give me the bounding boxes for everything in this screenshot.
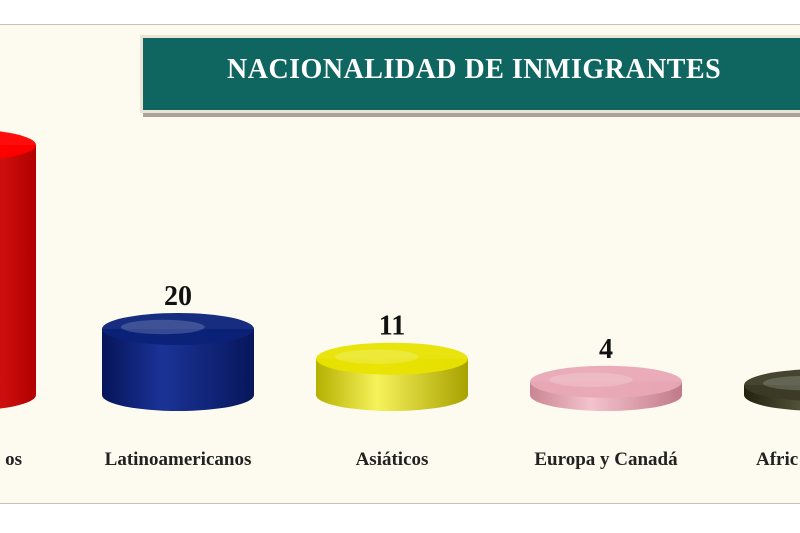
- value-label: 4: [599, 334, 613, 365]
- bar-top: [102, 313, 254, 345]
- bar-europeos: [0, 131, 36, 409]
- bar-top: [0, 131, 36, 159]
- bar-body: [102, 329, 254, 411]
- bar-chart: os 20 Latinoamericanos 11 Asiáticos 4 Europa y…: [0, 131, 800, 470]
- bar-body: [0, 145, 36, 409]
- value-label: 20: [164, 281, 192, 312]
- bar-highlight: [121, 319, 205, 335]
- bar-highlight: [335, 349, 419, 364]
- category-label: Latinoamericanos: [105, 449, 252, 470]
- bar-top: [316, 342, 468, 375]
- category-label: Europa y Canadá: [534, 449, 678, 470]
- bar-africanos: [744, 369, 800, 411]
- value-label: 11: [379, 311, 405, 342]
- bar-europa-y-canad-: [530, 365, 682, 411]
- chart-frame: NACIONALIDAD DE INMIGRANTES os 20 Latinoam…: [0, 24, 800, 504]
- category-label: Asiáticos: [356, 449, 429, 470]
- category-label: Afric: [756, 449, 798, 470]
- chart-title-box: NACIONALIDAD DE INMIGRANTES: [140, 35, 800, 113]
- category-label: os: [5, 449, 22, 470]
- bar-highlight: [549, 372, 633, 387]
- bar-top: [744, 369, 800, 401]
- bar-highlight: [763, 375, 800, 391]
- chart-title: NACIONALIDAD DE INMIGRANTES: [227, 54, 722, 85]
- bar-latinoamericanos: [102, 313, 254, 411]
- bar-top: [530, 365, 682, 398]
- bar-asi-ticos: [316, 342, 468, 411]
